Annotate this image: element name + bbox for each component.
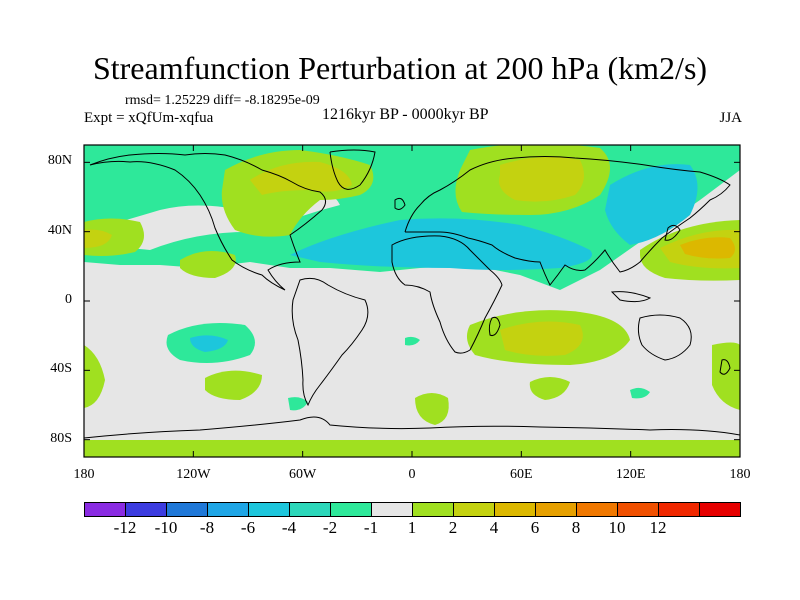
colorbar-swatch xyxy=(330,502,372,517)
lon-tick-label: 120E xyxy=(615,467,646,482)
period-line: 1216kyr BP - 0000kyr BP xyxy=(322,106,489,123)
lat-tick-label: 80S xyxy=(50,430,72,446)
anomaly-region xyxy=(500,321,583,356)
colorbar-label: -1 xyxy=(363,518,379,537)
colorbar-label: 10 xyxy=(608,518,626,537)
coastline-indonesia xyxy=(610,291,652,303)
anomaly-region xyxy=(84,345,105,408)
anomaly-region xyxy=(180,251,236,278)
colorbar-swatch xyxy=(207,502,249,517)
lat-tick-label: 40S xyxy=(50,361,72,377)
coastline-north-america xyxy=(89,153,326,291)
anomaly-region xyxy=(250,161,352,195)
colorbar-swatch xyxy=(125,502,167,517)
lon-tick-label: 0 xyxy=(408,467,416,482)
anomaly-region xyxy=(630,387,650,399)
coastline-africa xyxy=(391,235,503,354)
colorbar-swatch xyxy=(453,502,495,517)
colorbar-label: -8 xyxy=(199,518,215,537)
anomaly-region xyxy=(405,336,420,346)
experiment-line: Expt = xQfUm-xqfua xyxy=(84,110,214,126)
anomaly-region xyxy=(712,342,740,410)
colorbar-label: -2 xyxy=(322,518,338,537)
anomaly-region xyxy=(680,237,735,259)
colorbar-swatch xyxy=(576,502,618,517)
anomaly-region xyxy=(205,370,262,400)
anomaly-region xyxy=(84,218,144,256)
lon-tick-label: 180 xyxy=(729,467,751,482)
season-label: JJA xyxy=(719,110,742,126)
coastline-eurasia xyxy=(404,156,731,286)
lon-tick-label: 60E xyxy=(510,467,533,482)
colorbar-label: 12 xyxy=(649,518,667,537)
colorbar-swatch xyxy=(617,502,659,517)
coastlines xyxy=(84,149,740,439)
lat-tick-label: 40N xyxy=(47,222,72,238)
anomaly-region xyxy=(499,156,584,202)
lon-tick-label: 60W xyxy=(289,467,317,482)
anomaly-region xyxy=(288,397,308,411)
colorbar-label: -12 xyxy=(113,518,137,537)
stats-line: rmsd= 1.25229 diff= -8.18295e-09 xyxy=(125,93,320,108)
colorbar-label: -4 xyxy=(281,518,297,537)
colorbar-label: -6 xyxy=(240,518,256,537)
coastline-madagascar xyxy=(488,316,501,336)
anomaly-region xyxy=(605,164,698,245)
colorbar-swatch xyxy=(84,502,126,517)
coastline-new-zealand xyxy=(719,359,731,375)
coastline-greenland xyxy=(329,149,376,190)
colorbar-swatch xyxy=(289,502,331,517)
colorbar-swatch xyxy=(699,502,741,517)
colorbar-swatch xyxy=(412,502,454,517)
colorbar-swatch xyxy=(248,502,290,517)
coastline-japan xyxy=(664,224,681,241)
colorbar-swatch xyxy=(371,502,413,517)
coastline-britain xyxy=(394,197,406,210)
coastline-antarctica xyxy=(84,416,740,439)
colorbar-swatch xyxy=(535,502,577,517)
coastline-south-america xyxy=(291,277,369,407)
colorbar-label: -10 xyxy=(154,518,178,537)
colorbar-label: 6 xyxy=(530,518,540,537)
anomaly-region xyxy=(190,335,228,352)
lat-tick-label: 0 xyxy=(65,292,72,307)
map-plot-area xyxy=(84,145,740,457)
colorbar-label: 1 xyxy=(407,518,417,537)
anomaly-region xyxy=(529,377,570,400)
axis-ticks xyxy=(83,145,741,457)
lat-tick-label: 80N xyxy=(47,153,72,169)
lon-tick-label: 120W xyxy=(176,467,211,482)
lon-tick-label: 180 xyxy=(73,467,95,482)
anomaly-fields xyxy=(84,145,740,457)
coastline-australia xyxy=(637,314,692,361)
chart-title: Streamfunction Perturbation at 200 hPa (… xyxy=(92,50,708,86)
anomaly-region xyxy=(84,229,112,248)
anomaly-region xyxy=(290,218,592,270)
colorbar-label: 4 xyxy=(489,518,499,537)
anomaly-region xyxy=(415,393,449,425)
colorbar-label: 2 xyxy=(448,518,458,537)
anomaly-region xyxy=(84,440,740,457)
colorbar-swatch xyxy=(494,502,536,517)
colorbar-swatch xyxy=(166,502,208,517)
colorbar-label: 8 xyxy=(571,518,581,537)
colorbar-swatch xyxy=(658,502,700,517)
